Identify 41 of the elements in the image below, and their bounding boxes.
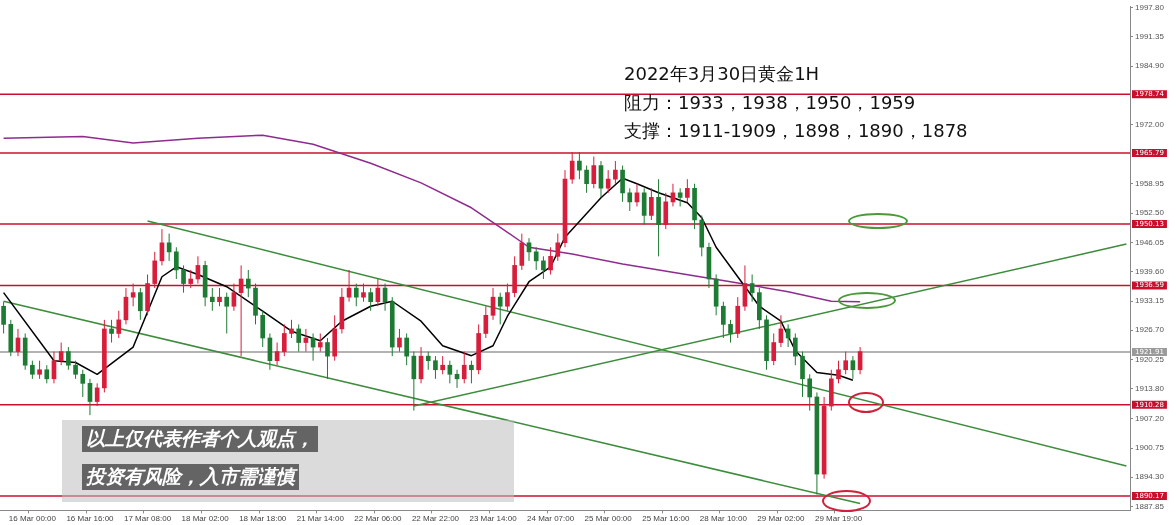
x-tick-label: 22 Mar 06:00: [354, 514, 402, 524]
x-tick-label: 28 Mar 10:00: [699, 514, 748, 524]
y-tick-label: 1900.75: [1135, 443, 1165, 453]
y-tick-label: 1997.80: [1135, 2, 1165, 12]
x-tick-label: 17 Mar 08:00: [123, 514, 172, 524]
x-tick-label: 21 Mar 14:00: [296, 514, 345, 524]
x-tick-label: 24 Mar 07:00: [527, 514, 575, 524]
y-tick-label: 1958.95: [1135, 179, 1165, 189]
annotation: 投资有风险，入市需谨慎: [82, 464, 299, 490]
candlestick: [66, 346, 71, 371]
y-tick-label: 1952.50: [1135, 208, 1165, 218]
x-tick-label: 18 Mar 02:00: [181, 514, 230, 524]
annotation: 支撑：1911-1909，1898，1890，1878: [624, 120, 968, 142]
x-tick-label: 18 Mar 18:00: [239, 514, 287, 524]
caption-panel: 以上仅代表作者个人观点， 投资有风险，入市需谨慎: [62, 420, 514, 502]
y-tick-label: 1887.85: [1135, 501, 1165, 511]
y-tick-label: 1913.80: [1135, 384, 1165, 394]
x-tick-label: 23 Mar 14:00: [469, 514, 518, 524]
x-tick-label: 16 Mar 16:00: [66, 514, 115, 524]
y-tick-label: 1991.35: [1135, 32, 1165, 42]
x-tick-label: 22 Mar 22:00: [411, 514, 460, 524]
candlestick: [555, 233, 561, 262]
annotation: 以上仅代表作者个人观点，: [82, 426, 318, 452]
x-tick-label: 16 Mar 00:00: [8, 514, 57, 524]
candlestick: [505, 283, 510, 312]
y-tick-label: 1939.60: [1135, 266, 1165, 276]
y-tick-label: 1984.90: [1135, 61, 1165, 71]
y-tick-label: 1907.20: [1135, 413, 1165, 423]
y-tick-label: 1920.25: [1135, 354, 1165, 364]
y-tick-label: 1946.05: [1135, 237, 1165, 247]
text: 2022年3月30日黄金1H: [624, 63, 820, 85]
text: 阻力：1933，1938，1950，1959: [624, 92, 916, 114]
x-tick-label: 25 Mar 00:00: [584, 514, 633, 524]
x-tick-label: 29 Mar 19:00: [814, 514, 863, 524]
y-tick-label: 1933.15: [1135, 296, 1165, 306]
candlestick: [37, 360, 42, 380]
y-tick-label: 1972.00: [1135, 119, 1165, 129]
y-tick-label: 1894.30: [1135, 472, 1165, 482]
x-tick-label: 29 Mar 02:00: [757, 514, 806, 524]
y-tick-label: 1926.70: [1135, 325, 1165, 335]
x-tick-label: 25 Mar 16:00: [642, 514, 690, 524]
